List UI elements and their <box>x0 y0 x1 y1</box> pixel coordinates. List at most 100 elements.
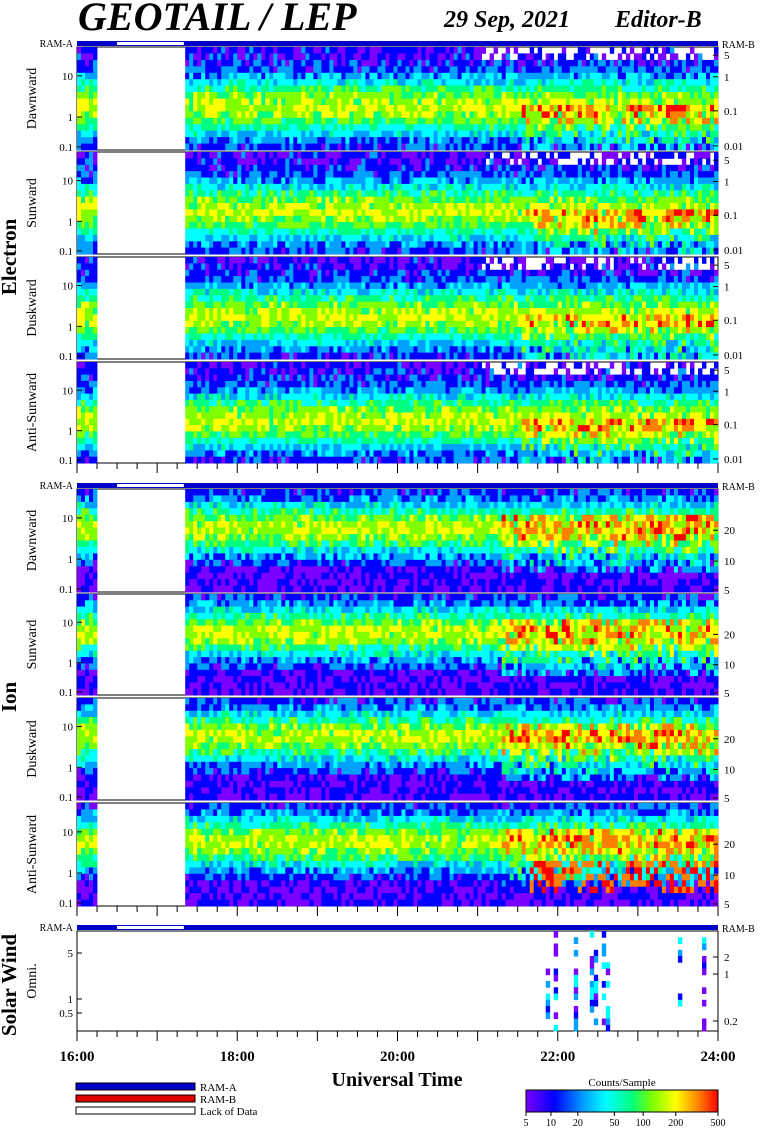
spectrogram-cell <box>422 137 426 144</box>
spectrogram-cell <box>197 235 201 242</box>
spectrogram-cell <box>582 73 586 80</box>
spectrogram-cell <box>534 137 538 144</box>
spectrogram-cell <box>486 86 490 93</box>
spectrogram-cell <box>622 99 626 106</box>
spectrogram-cell <box>293 131 297 138</box>
spectrogram-cell <box>241 248 245 255</box>
spectrogram-cell <box>586 111 590 118</box>
spectrogram-cell <box>434 105 438 112</box>
spectrogram-cell <box>341 99 345 106</box>
spectrogram-cell <box>414 92 418 99</box>
spectrogram-cell <box>698 53 702 60</box>
spectrogram-cell <box>89 165 93 172</box>
spectrogram-cell <box>398 124 402 131</box>
spectrogram-cell <box>225 241 229 248</box>
spectrogram-cell <box>273 47 277 54</box>
spectrogram-cell <box>269 66 273 73</box>
spectrogram-cell <box>261 111 265 118</box>
spectrogram-cell <box>438 53 442 60</box>
spectrogram-cell <box>221 158 225 165</box>
spectrogram-cell <box>442 144 446 151</box>
spectrogram-cell <box>638 53 642 60</box>
spectrogram-cell <box>490 144 494 151</box>
spectrogram-cell <box>229 137 233 144</box>
spectrogram-cell <box>674 99 678 106</box>
spectrogram-cell <box>317 79 321 86</box>
spectrogram-cell <box>486 73 490 80</box>
spectrogram-cell <box>213 79 217 86</box>
spectrogram-cell <box>285 137 289 144</box>
spectrogram-cell <box>686 124 690 131</box>
spectrogram-cell <box>598 111 602 118</box>
spectrogram-cell <box>510 60 514 67</box>
spectrogram-cell <box>81 47 85 54</box>
spectrogram-cell <box>245 99 249 106</box>
spectrogram-cell <box>650 137 654 144</box>
spectrogram-cell <box>221 118 225 125</box>
spectrogram-cell <box>374 124 378 131</box>
spectrogram-cell <box>77 92 81 99</box>
spectrogram-cell <box>442 66 446 73</box>
spectrogram-cell <box>550 118 554 125</box>
spectrogram-cell <box>418 60 422 67</box>
spectrogram-cell <box>498 73 502 80</box>
spectrogram-cell <box>85 190 89 197</box>
spectrogram-cell <box>81 66 85 73</box>
spectrogram-cell <box>261 73 265 80</box>
spectrogram-cell <box>273 105 277 112</box>
spectrogram-cell <box>233 79 237 86</box>
spectrogram-cell <box>189 165 193 172</box>
spectrogram-cell <box>450 118 454 125</box>
spectrogram-cell <box>209 165 213 172</box>
spectrogram-cell <box>526 60 530 67</box>
spectrogram-cell <box>390 73 394 80</box>
spectrogram-cell <box>438 86 442 93</box>
spectrogram-cell <box>502 111 506 118</box>
spectrogram-cell <box>189 105 193 112</box>
spectrogram-cell <box>374 137 378 144</box>
spectrogram-cell <box>606 86 610 93</box>
spectrogram-cell <box>229 86 233 93</box>
spectrogram-cell <box>486 66 490 73</box>
spectrogram-cell <box>650 105 654 112</box>
spectrogram-cell <box>442 111 446 118</box>
spectrogram-cell <box>233 86 237 93</box>
spectrogram-cell <box>506 137 510 144</box>
spectrogram-cell <box>446 66 450 73</box>
spectrogram-cell <box>253 118 257 125</box>
spectrogram-cell <box>357 137 361 144</box>
spectrogram-cell <box>229 152 233 159</box>
spectrogram-cell <box>594 99 598 106</box>
spectrogram-cell <box>450 60 454 67</box>
spectrogram-cell <box>410 131 414 138</box>
spectrogram-cell <box>189 235 193 242</box>
spectrogram-cell <box>85 73 89 80</box>
spectrogram-cell <box>614 124 618 131</box>
spectrogram-cell <box>253 53 257 60</box>
spectrogram-cell <box>410 118 414 125</box>
spectrogram-cell <box>542 105 546 112</box>
spectrogram-cell <box>606 144 610 151</box>
spectrogram-cell <box>289 86 293 93</box>
spectrogram-cell <box>189 229 193 236</box>
spectrogram-cell <box>618 131 622 138</box>
spectrogram-figure: GEOTAIL / LEP 29 Sep, 2021 Editor-B RAM-… <box>0 0 762 1128</box>
spectrogram-cell <box>217 92 221 99</box>
spectrogram-cell <box>478 105 482 112</box>
spectrogram-cell <box>378 118 382 125</box>
spectrogram-cell <box>594 79 598 86</box>
spectrogram-cell <box>201 99 205 106</box>
spectrogram-cell <box>574 86 578 93</box>
spectrogram-cell <box>89 60 93 67</box>
spectrogram-cell <box>217 184 221 191</box>
spectrogram-cell <box>317 124 321 131</box>
spectrogram-cell <box>538 47 542 54</box>
spectrogram-cell <box>430 92 434 99</box>
spectrogram-cell <box>522 73 526 80</box>
spectrogram-cell <box>349 53 353 60</box>
spectrogram-cell <box>414 144 418 151</box>
spectrogram-cell <box>289 66 293 73</box>
spectrogram-cell <box>714 144 718 151</box>
spectrogram-cell <box>93 99 97 106</box>
spectrogram-cell <box>382 60 386 67</box>
